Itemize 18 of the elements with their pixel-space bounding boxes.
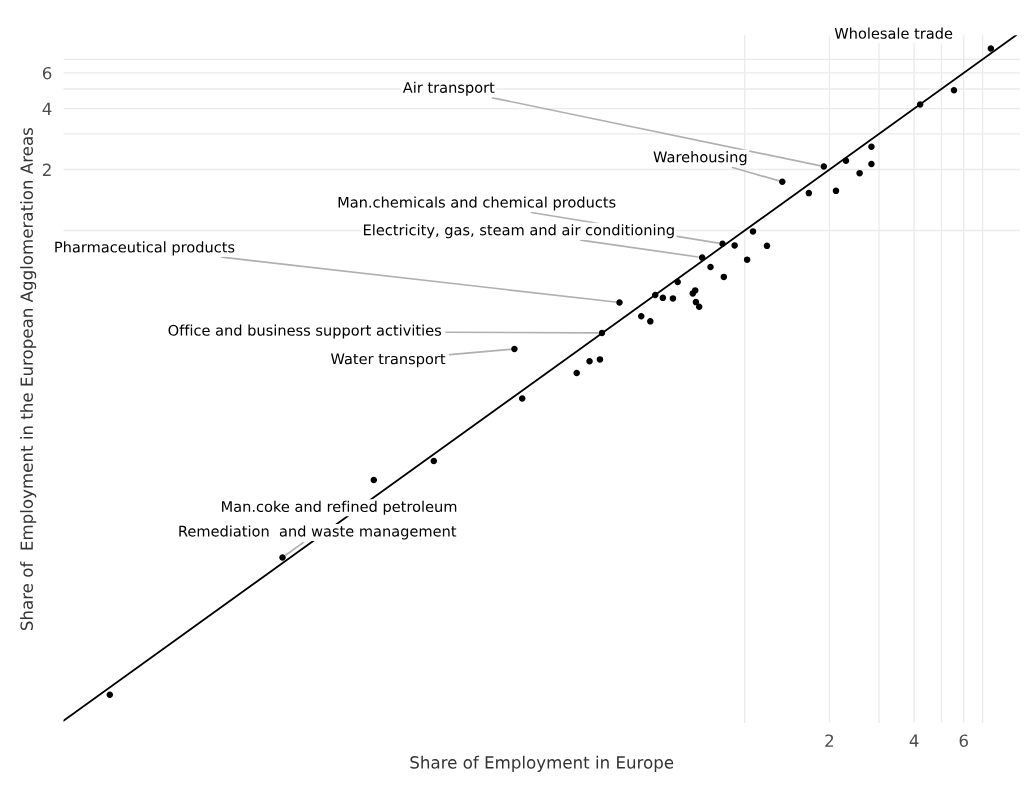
annotation: Warehousing	[653, 151, 747, 166]
x-tick-label: 4	[909, 734, 919, 747]
annotation: Office and business support activities	[168, 324, 442, 339]
y-axis-title: Share of Employment in the European Agglomeration Areas	[20, 127, 37, 631]
y-tick-label: 2	[42, 163, 51, 176]
x-axis-title: Share of Employment in Europe	[410, 755, 674, 772]
x-tick-label: 6	[959, 734, 968, 747]
annotation: Pharmaceutical products	[55, 241, 235, 256]
x-tick-label: 2	[825, 734, 834, 747]
y-tick-label: 4	[42, 102, 52, 115]
y-tick-label: 6	[42, 66, 52, 80]
annotation: Electricity, gas, steam and air conditioning	[363, 224, 674, 239]
annotation: Man.coke and refined petroleum	[222, 500, 457, 515]
annotation: Wholesale trade	[834, 27, 953, 39]
annotation: Air transport	[402, 81, 495, 96]
annotation: Man.chemicals and chemical products	[338, 196, 616, 211]
annotation: Remediation and waste management	[179, 525, 457, 540]
annotation: Water transport	[330, 353, 446, 368]
